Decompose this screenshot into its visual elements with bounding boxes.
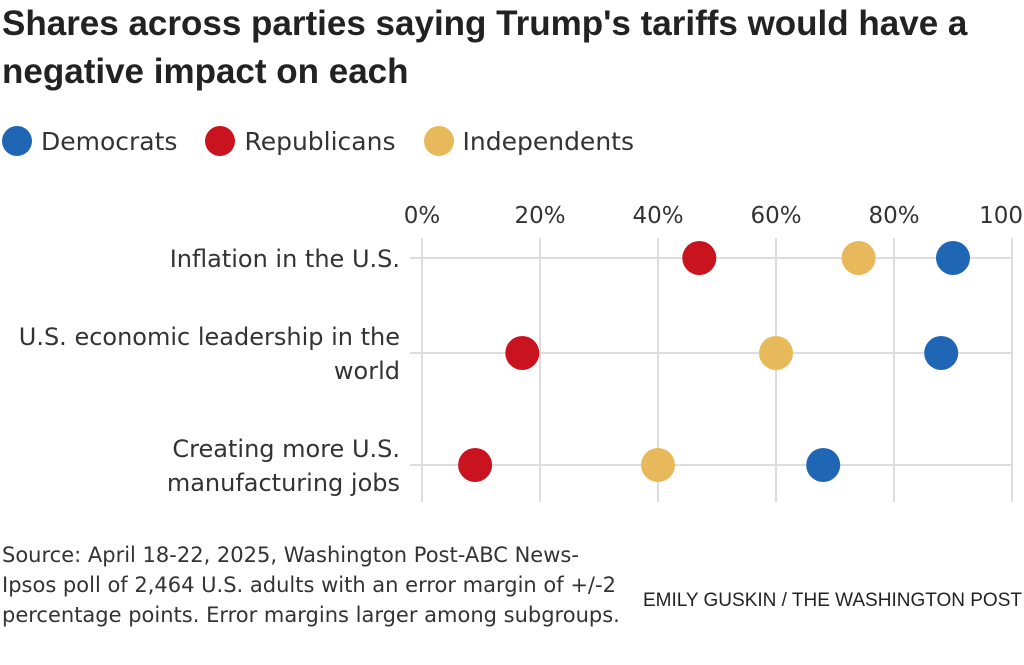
legend-item-independents: Independents [423, 126, 634, 156]
legend-label-republicans: Republicans [244, 126, 396, 156]
category-label-1-line-1: world [334, 357, 400, 385]
legend-swatch-democrats [2, 126, 32, 156]
dot-plot: 0% 20% 40% 60% 80% 100% Inflation in the U.S.… [19, 203, 1024, 502]
category-label-2-line-0: Creating more U.S. [172, 435, 400, 463]
legend-label-independents: Independents [462, 126, 634, 156]
legend: Democrats Republicans Independents [2, 124, 662, 158]
x-tick-label-100: 100% [979, 203, 1024, 229]
x-tick-label-40: 40% [632, 203, 683, 229]
category-label-1-line-0: U.S. economic leadership in the [19, 323, 400, 351]
category-labels: Inflation in the U.S. U.S. economic leade… [19, 245, 400, 497]
dot-republicans-2 [458, 448, 493, 482]
x-tick-label-60: 60% [750, 203, 801, 229]
dot-democrats-2 [806, 448, 841, 482]
gridlines [410, 238, 1013, 502]
x-tick-label-0: 0% [404, 203, 441, 229]
dot-independents-0 [841, 241, 876, 275]
dot-republicans-0 [682, 241, 717, 275]
dot-independents-2 [641, 448, 675, 482]
data-points [458, 241, 970, 482]
x-axis-tick-labels: 0% 20% 40% 60% 80% 100% [404, 203, 1024, 229]
dot-republicans-1 [505, 336, 540, 370]
legend-swatch-independents [423, 126, 454, 156]
chart-title: Shares across parties saying Trump's tar… [2, 4, 968, 91]
legend-item-democrats: Democrats [2, 126, 177, 156]
source-note: Source: April 18-22, 2025, Washington Po… [2, 543, 620, 627]
x-tick-label-20: 20% [514, 203, 565, 229]
legend-item-republicans: Republicans [205, 126, 396, 156]
dot-independents-1 [759, 336, 793, 370]
dot-democrats-0 [936, 241, 970, 275]
category-label-2-line-1: manufacturing jobs [167, 469, 400, 497]
legend-label-democrats: Democrats [41, 126, 178, 156]
dot-democrats-1 [924, 336, 959, 370]
category-label-0-line-0: Inflation in the U.S. [170, 245, 400, 273]
legend-swatch-republicans [205, 126, 236, 156]
x-tick-label-80: 80% [868, 203, 919, 229]
credit-line: EMILY GUSKIN / THE WASHINGTON POST [642, 590, 1022, 611]
